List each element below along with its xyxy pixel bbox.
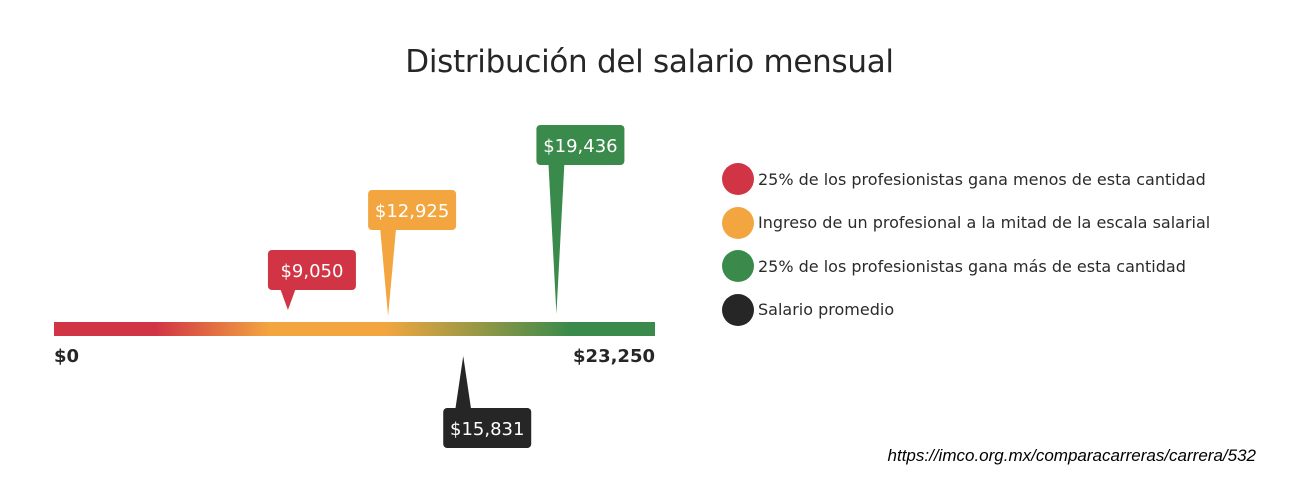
marker-p75-box <box>536 125 625 165</box>
marker-p25-label: $9,050 <box>280 261 343 282</box>
legend-label-p75: 25% de los profesionistas gana más de es… <box>758 256 1186 276</box>
green-dot-icon <box>722 250 754 282</box>
marker-median-pointer <box>380 228 397 316</box>
marker-p25-box <box>267 250 356 290</box>
marker-p75-pointer <box>548 163 565 314</box>
marker-mean-label: $15,831 <box>450 419 524 440</box>
marker-p25-pointer <box>279 288 296 310</box>
black-dot-icon <box>722 293 754 326</box>
red-dot-icon <box>722 163 754 195</box>
axis-max-label: $23,250 <box>573 346 655 367</box>
legend-item-median: Ingreso de un profesional a la mitad de … <box>722 206 1210 240</box>
marker-mean-pointer <box>455 356 472 410</box>
salary-markers: $9,050 $12,925 $19,436 $15,831 <box>267 125 625 448</box>
salary-range-bar <box>54 322 655 336</box>
marker-mean-box <box>443 408 532 448</box>
orange-dot-icon <box>722 206 754 239</box>
marker-p75-label: $19,436 <box>543 136 617 157</box>
marker-mean: $15,831 <box>443 356 532 448</box>
source-url: https://imco.org.mx/comparacarreras/carr… <box>887 446 1256 465</box>
marker-median: $12,925 <box>368 190 457 316</box>
marker-p75: $19,436 <box>536 125 625 314</box>
axis-min-label: $0 <box>54 346 79 367</box>
legend-item-p75: 25% de los profesionistas gana más de es… <box>722 249 1210 283</box>
marker-p25: $9,050 <box>267 250 356 310</box>
legend-label-mean: Salario promedio <box>758 300 895 319</box>
legend: 25% de los profesionistas gana menos de … <box>722 162 1210 336</box>
marker-median-label: $12,925 <box>375 201 449 222</box>
legend-item-mean: Salario promedio <box>722 293 1210 327</box>
legend-label-median: Ingreso de un profesional a la mitad de … <box>758 213 1211 232</box>
legend-label-p25: 25% de los profesionistas gana menos de … <box>758 169 1206 189</box>
marker-median-box <box>368 190 457 230</box>
legend-item-p25: 25% de los profesionistas gana menos de … <box>722 162 1210 196</box>
chart-title: Distribución del salario mensual <box>405 44 894 80</box>
